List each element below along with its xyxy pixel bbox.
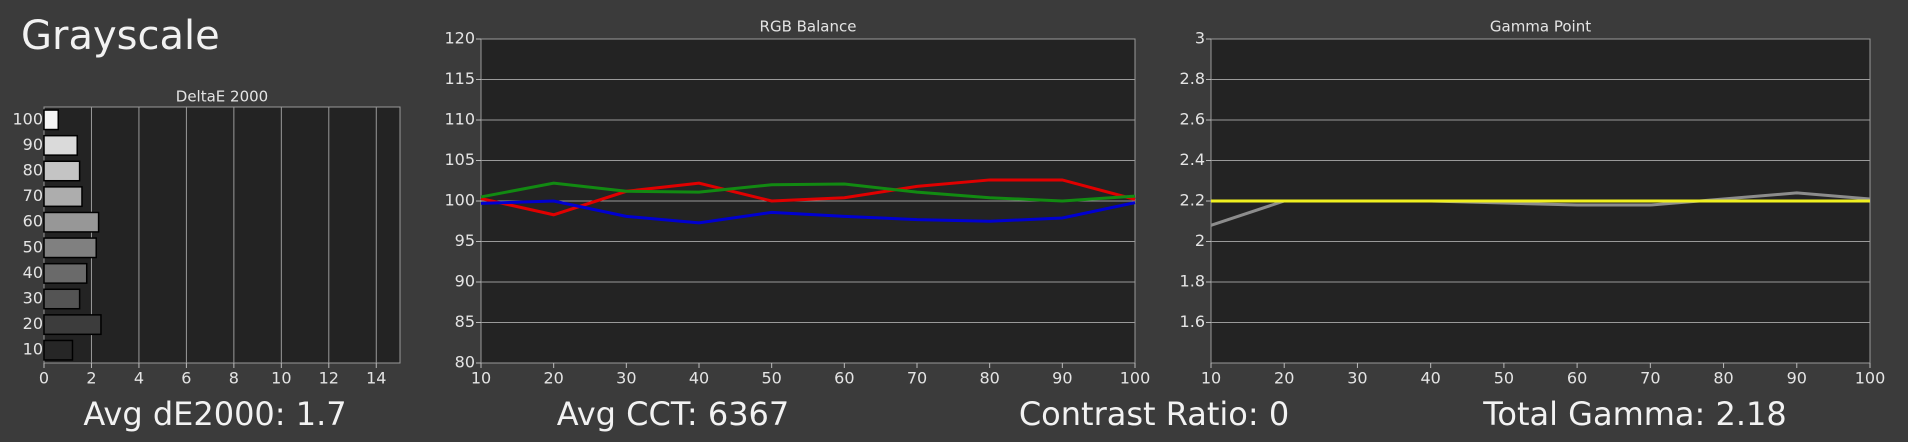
stat-label: Avg CCT: 6367	[557, 395, 790, 433]
bar	[43, 109, 59, 131]
y-tick-label: 60	[23, 212, 43, 231]
x-tick-label: 90	[1052, 369, 1072, 388]
y-tick-label: 115	[444, 69, 475, 88]
x-tick-label: 30	[1347, 369, 1367, 388]
bar	[43, 186, 83, 208]
bar	[43, 314, 102, 336]
x-tick-label: 10	[1201, 369, 1221, 388]
x-tick-label: 70	[907, 369, 927, 388]
x-tick-label: 60	[1567, 369, 1587, 388]
x-tick-label: 80	[979, 369, 999, 388]
y-tick-label: 2.6	[1180, 110, 1205, 129]
bar	[43, 288, 81, 310]
chart-title: RGB Balance	[760, 18, 857, 36]
bar	[43, 237, 97, 259]
x-tick-label: 0	[39, 369, 49, 388]
stat-label: Avg dE2000: 1.7	[83, 395, 346, 433]
y-tick-label: 100	[12, 109, 43, 128]
y-tick-label: 90	[455, 272, 475, 291]
y-tick-label: 30	[23, 289, 43, 308]
x-tick-label: 50	[1494, 369, 1514, 388]
x-tick-label: 20	[543, 369, 563, 388]
x-tick-label: 8	[229, 369, 239, 388]
series-line	[480, 178, 1136, 217]
y-tick-label: 2.2	[1180, 191, 1205, 210]
y-tick-label: 80	[23, 161, 43, 180]
x-tick-label: 2	[86, 369, 96, 388]
series-line	[480, 199, 1136, 225]
bar	[43, 339, 74, 361]
y-tick-label: 2.4	[1180, 150, 1205, 169]
x-tick-label: 10	[471, 369, 491, 388]
x-tick-label: 20	[1274, 369, 1294, 388]
y-tick-label: 85	[455, 312, 475, 331]
y-tick-label: 2.8	[1180, 69, 1205, 88]
y-tick-label: 95	[455, 231, 475, 250]
x-tick-label: 80	[1713, 369, 1733, 388]
x-tick-label: 12	[319, 369, 339, 388]
x-tick-label: 4	[134, 369, 144, 388]
x-tick-label: 100	[1855, 369, 1886, 388]
y-tick-label: 20	[23, 314, 43, 333]
bar	[43, 262, 88, 284]
y-tick-label: 40	[23, 263, 43, 282]
x-tick-label: 6	[181, 369, 191, 388]
x-tick-label: 100	[1120, 369, 1151, 388]
y-tick-label: 110	[444, 110, 475, 129]
bar	[43, 134, 78, 156]
y-tick-label: 10	[23, 340, 43, 359]
x-tick-label: 90	[1787, 369, 1807, 388]
x-tick-label: 40	[1420, 369, 1440, 388]
bar	[43, 160, 81, 182]
stat-label: Total Gamma: 2.18	[1482, 395, 1786, 433]
page-title: Grayscale	[21, 13, 220, 59]
y-tick-label: 70	[23, 186, 43, 205]
y-tick-label: 100	[444, 191, 475, 210]
chart-title: Gamma Point	[1490, 18, 1591, 36]
x-tick-label: 50	[761, 369, 781, 388]
y-tick-label: 120	[444, 29, 475, 48]
x-tick-label: 10	[271, 369, 291, 388]
x-tick-label: 60	[834, 369, 854, 388]
y-tick-label: 105	[444, 150, 475, 169]
y-tick-label: 80	[455, 353, 475, 372]
series-line	[480, 181, 1136, 203]
plot-area	[43, 106, 401, 364]
chart-title: DeltaE 2000	[176, 88, 268, 106]
x-tick-label: 70	[1640, 369, 1660, 388]
y-tick-label: 1.8	[1180, 272, 1205, 291]
y-tick-label: 2	[1195, 231, 1205, 250]
y-tick-label: 1.6	[1180, 312, 1205, 331]
y-tick-label: 90	[23, 135, 43, 154]
x-tick-label: 30	[616, 369, 636, 388]
y-tick-label: 3	[1195, 29, 1205, 48]
stat-label: Contrast Ratio: 0	[1019, 395, 1289, 433]
x-tick-label: 40	[689, 369, 709, 388]
bar	[43, 211, 100, 233]
x-tick-label: 14	[366, 369, 386, 388]
y-tick-label: 50	[23, 237, 43, 256]
